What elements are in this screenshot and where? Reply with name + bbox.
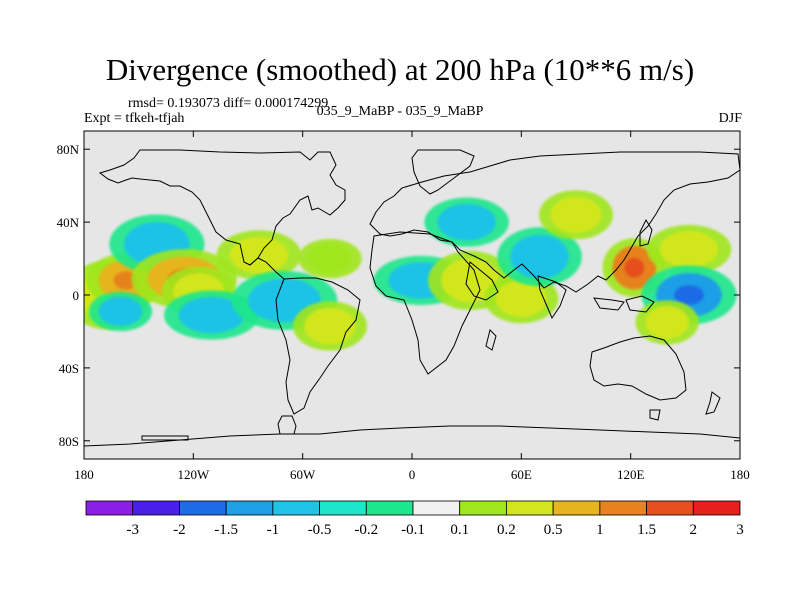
colorbar-swatch — [552, 500, 601, 516]
colorbar-label: 0.5 — [544, 522, 563, 538]
y-tick-label: 80N — [57, 142, 80, 157]
colorbar-label: -1 — [267, 522, 280, 538]
colorbar-label: 0.1 — [450, 522, 469, 538]
colorbar-swatch — [319, 500, 367, 516]
contour-region — [98, 296, 143, 326]
colorbar-swatch — [272, 500, 320, 516]
colorbar-label: -3 — [126, 522, 139, 538]
contour-region — [510, 234, 569, 279]
colorbar-label: 1.5 — [637, 522, 656, 538]
contour-region — [229, 236, 289, 274]
colorbar-label: -0.1 — [401, 522, 425, 538]
contour-region — [495, 280, 547, 317]
colorbar-swatch — [459, 500, 507, 516]
colorbar-swatch — [132, 500, 180, 516]
colorbar-label: -1.5 — [214, 522, 238, 538]
x-tick-label: 0 — [409, 467, 416, 482]
contour-region-core — [624, 257, 645, 278]
contour-region — [308, 243, 352, 274]
y-tick-label: 40S — [59, 361, 79, 376]
coastline-layer — [84, 149, 740, 447]
colorbar-label: 3 — [736, 522, 744, 538]
x-tick-label: 60W — [290, 467, 316, 482]
colorbar-swatch — [365, 500, 414, 516]
colorbar-label: 1 — [596, 522, 604, 538]
y-tick-label: 0 — [73, 288, 80, 303]
season-label: DJF — [718, 111, 742, 126]
y-axis: 80N 40N 0 40S 80S — [57, 142, 740, 449]
colorbar-swatch — [506, 500, 554, 516]
colorbar-swatch — [646, 500, 694, 516]
colorbar-label: -2 — [173, 522, 186, 538]
contour-region — [550, 196, 602, 234]
x-tick-label: 180 — [730, 467, 750, 482]
colorbar-swatch — [692, 500, 741, 516]
y-tick-label: 40N — [57, 215, 80, 230]
colorbar-label: -0.2 — [354, 522, 378, 538]
contour-region — [659, 231, 719, 268]
colorbar-label: 0.2 — [497, 522, 516, 538]
x-tick-label: 120W — [177, 467, 210, 482]
x-axis: 180 120W 60W 0 60E 120E 180 — [74, 131, 750, 482]
experiment-label: Expt = tfkeh-tfjah — [84, 111, 185, 126]
contour-region — [437, 203, 496, 241]
x-tick-label: 60E — [511, 467, 532, 482]
colorbar: -3 -2 -1.5 -1 -0.5 -0.2 -0.1 0.1 0.2 0.5 1 1.5 2 3 — [85, 500, 744, 538]
x-tick-label: 120E — [617, 467, 645, 482]
colorbar-swatch — [225, 500, 274, 516]
x-tick-label: 180 — [74, 467, 94, 482]
colorbar-swatch — [412, 500, 461, 516]
contour-region — [304, 307, 356, 345]
comparison-label: 035_9_MaBP - 035_9_MaBP — [316, 104, 484, 119]
contour-fill-layer — [84, 190, 737, 351]
y-tick-label: 80S — [59, 434, 79, 449]
colorbar-swatch — [179, 500, 227, 516]
colorbar-label: 2 — [690, 522, 698, 538]
contour-region — [441, 258, 500, 303]
colorbar-label: -0.5 — [308, 522, 332, 538]
stats-text: rmsd= 0.193073 diff= 0.000174299 — [128, 96, 329, 111]
plot-title: Divergence (smoothed) at 200 hPa (10**6 … — [105, 52, 695, 87]
colorbar-swatch — [599, 500, 647, 516]
contour-region — [178, 296, 245, 334]
contour-region-core — [674, 285, 704, 305]
colorbar-swatch — [85, 500, 134, 516]
contour-region — [645, 305, 689, 339]
